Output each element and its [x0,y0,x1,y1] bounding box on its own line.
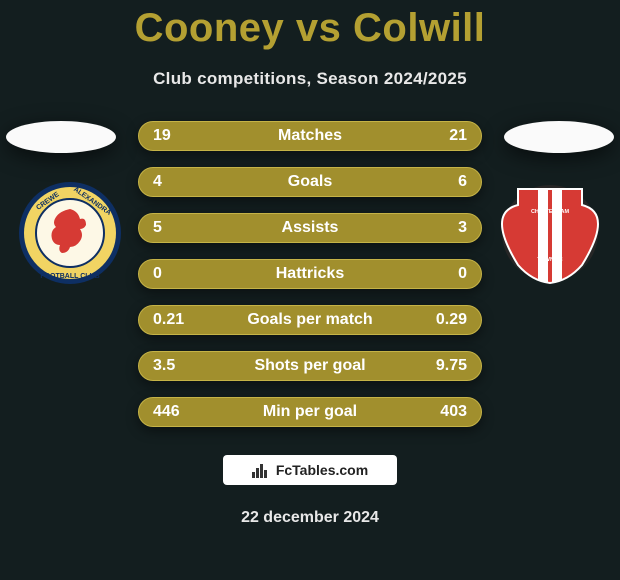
stat-left-value: 5 [153,219,203,237]
stat-row: 19 Matches 21 [138,121,482,151]
svg-text:FOOTBALL CLUB: FOOTBALL CLUB [40,273,99,280]
comparison-content: CREWE ALEXANDRA FOOTBALL CLUB CHELTENHAM… [0,121,620,527]
stat-left-value: 0 [153,265,203,283]
club-badge-right: CHELTENHAM TOWN FC [498,181,602,285]
stat-row: 0 Hattricks 0 [138,259,482,289]
stat-label: Min per goal [203,403,417,421]
stat-right-value: 9.75 [417,357,467,375]
stat-row: 446 Min per goal 403 [138,397,482,427]
stat-right-value: 6 [417,173,467,191]
stat-right-value: 0 [417,265,467,283]
stat-row: 0.21 Goals per match 0.29 [138,305,482,335]
stat-row: 5 Assists 3 [138,213,482,243]
branding-text: FcTables.com [276,462,368,478]
stat-label: Goals per match [203,311,417,329]
stat-row: 4 Goals 6 [138,167,482,197]
stat-left-value: 3.5 [153,357,203,375]
stat-right-value: 0.29 [417,311,467,329]
vs-separator: vs [296,6,342,50]
stat-left-value: 0.21 [153,311,203,329]
stat-left-value: 446 [153,403,203,421]
stat-right-value: 403 [417,403,467,421]
fctables-branding[interactable]: FcTables.com [223,455,397,485]
bars-icon [252,462,270,478]
stat-label: Shots per goal [203,357,417,375]
svg-text:TOWN FC: TOWN FC [537,257,563,263]
player-left-name: Cooney [135,6,285,50]
player-right-name: Colwill [353,6,485,50]
comparison-date: 22 december 2024 [0,509,620,527]
svg-text:CHELTENHAM: CHELTENHAM [531,209,570,215]
flag-left [6,121,116,153]
stat-label: Goals [203,173,417,191]
stat-label: Hattricks [203,265,417,283]
subtitle: Club competitions, Season 2024/2025 [0,69,620,89]
stat-row: 3.5 Shots per goal 9.75 [138,351,482,381]
stat-right-value: 21 [417,127,467,145]
stat-left-value: 19 [153,127,203,145]
stat-left-value: 4 [153,173,203,191]
comparison-title: Cooney vs Colwill [0,0,620,51]
flag-right [504,121,614,153]
stat-right-value: 3 [417,219,467,237]
club-badge-left: CREWE ALEXANDRA FOOTBALL CLUB [18,181,122,285]
stat-label: Assists [203,219,417,237]
stat-label: Matches [203,127,417,145]
